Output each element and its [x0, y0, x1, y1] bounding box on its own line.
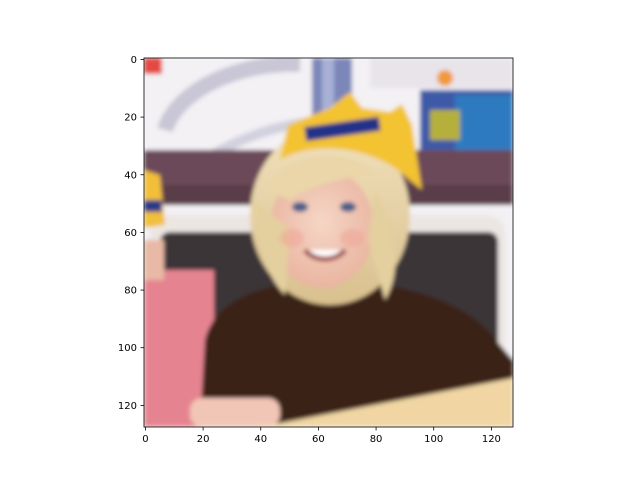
y-tick-label: 40 [124, 170, 137, 181]
y-tick-label: 60 [124, 228, 137, 239]
y-tick-label: 120 [118, 401, 137, 412]
x-tick-label: 60 [312, 434, 325, 445]
y-tick-label: 100 [118, 343, 137, 354]
photo-image [144, 58, 513, 427]
axes-frame [143, 57, 514, 428]
x-tick-label: 80 [370, 434, 383, 445]
y-tick-label: 20 [124, 113, 137, 124]
x-tick-label: 0 [142, 434, 148, 445]
x-tick-label: 120 [482, 434, 501, 445]
y-tick-label: 80 [124, 286, 137, 297]
y-axis: 0 20 40 60 80 100 120 [118, 55, 144, 412]
x-axis: 0 20 40 60 80 100 120 [142, 427, 501, 445]
y-tick-label: 0 [131, 55, 137, 66]
x-tick-label: 20 [197, 434, 210, 445]
x-tick-label: 100 [424, 434, 443, 445]
x-tick-label: 40 [254, 434, 267, 445]
